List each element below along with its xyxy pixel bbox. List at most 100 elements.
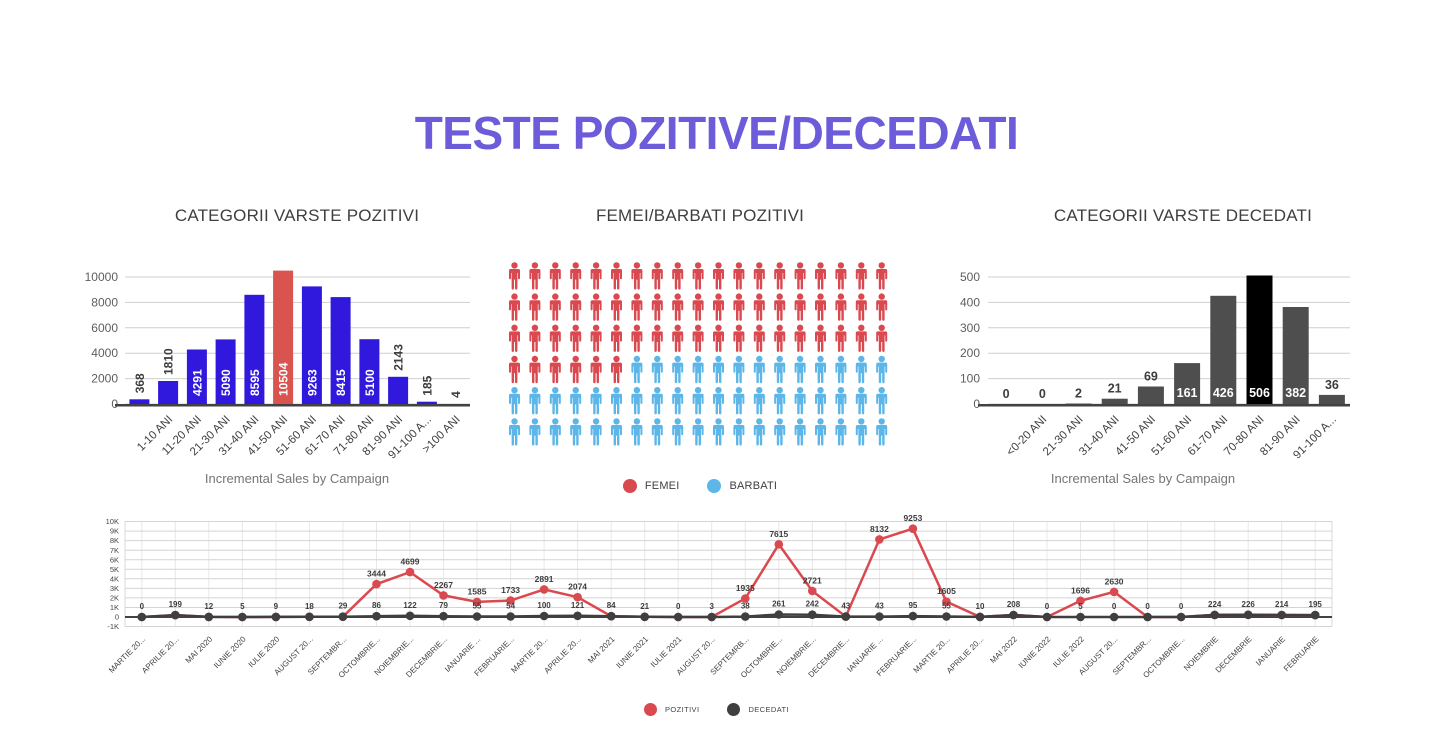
data-point-pozitivi[interactable] <box>539 585 549 594</box>
data-point-decedati[interactable] <box>1143 612 1152 622</box>
femei-person-icon[interactable] <box>733 262 745 290</box>
femei-person-icon[interactable] <box>855 324 867 352</box>
femei-person-icon[interactable] <box>509 293 520 321</box>
barbati-person-icon[interactable] <box>692 355 704 384</box>
femei-person-icon[interactable] <box>651 293 663 321</box>
bar[interactable] <box>1137 386 1164 405</box>
barbati-person-icon[interactable] <box>733 387 745 415</box>
femei-person-icon[interactable] <box>509 355 520 384</box>
femei-person-icon[interactable] <box>835 262 847 290</box>
femei-person-icon[interactable] <box>651 324 663 352</box>
femei-person-icon[interactable] <box>590 262 602 290</box>
femei-person-icon[interactable] <box>672 293 684 321</box>
femei-person-icon[interactable] <box>570 355 582 384</box>
data-point-decedati[interactable] <box>271 612 281 622</box>
femei-person-icon[interactable] <box>835 293 847 321</box>
barbati-person-icon[interactable] <box>815 387 826 415</box>
femei-person-icon[interactable] <box>713 262 724 290</box>
femei-person-icon[interactable] <box>590 324 602 352</box>
femei-person-icon[interactable] <box>672 262 684 290</box>
bar[interactable] <box>359 339 380 404</box>
data-point-decedati[interactable] <box>1210 610 1219 620</box>
femei-person-icon[interactable] <box>692 293 704 321</box>
femei-person-icon[interactable] <box>570 293 582 321</box>
data-point-decedati[interactable] <box>405 611 415 621</box>
barbati-person-icon[interactable] <box>835 387 847 415</box>
data-point-decedati[interactable] <box>841 612 851 621</box>
femei-person-icon[interactable] <box>794 324 806 352</box>
femei-person-icon[interactable] <box>549 355 561 384</box>
barbati-person-icon[interactable] <box>733 355 745 384</box>
femei-person-icon[interactable] <box>590 355 602 384</box>
bar[interactable] <box>1210 295 1237 404</box>
data-point-decedati[interactable] <box>640 612 649 622</box>
femei-person-icon[interactable] <box>651 262 663 290</box>
femei-person-icon[interactable] <box>631 293 643 321</box>
femei-person-icon[interactable] <box>529 293 541 321</box>
bar[interactable] <box>388 376 409 404</box>
data-point-decedati[interactable] <box>305 612 314 622</box>
data-point-pozitivi[interactable] <box>908 524 918 533</box>
data-point-decedati[interactable] <box>1243 610 1253 620</box>
data-point-pozitivi[interactable] <box>1109 587 1119 597</box>
data-point-decedati[interactable] <box>741 612 750 621</box>
barbati-person-icon[interactable] <box>651 418 663 446</box>
bar[interactable] <box>1318 394 1345 404</box>
data-point-decedati[interactable] <box>171 610 180 620</box>
barbati-person-icon[interactable] <box>774 418 786 446</box>
bar[interactable] <box>1282 307 1309 404</box>
femei-person-icon[interactable] <box>774 262 786 290</box>
barbati-person-icon[interactable] <box>855 418 867 446</box>
gender-pictogram-chart[interactable] <box>498 248 900 466</box>
femei-person-icon[interactable] <box>692 324 704 352</box>
femei-person-icon[interactable] <box>570 324 582 352</box>
data-point-pozitivi[interactable] <box>942 597 951 606</box>
bar[interactable] <box>1065 403 1092 405</box>
barbati-person-icon[interactable] <box>713 418 724 446</box>
femei-person-icon[interactable] <box>631 262 643 290</box>
bar[interactable] <box>330 297 351 404</box>
data-point-pozitivi[interactable] <box>405 567 415 577</box>
femei-person-icon[interactable] <box>611 262 622 290</box>
barbati-person-icon[interactable] <box>835 418 847 446</box>
data-point-decedati[interactable] <box>1176 612 1186 622</box>
barbati-person-icon[interactable] <box>509 387 520 415</box>
femei-person-icon[interactable] <box>570 262 582 290</box>
barbati-person-icon[interactable] <box>713 355 724 384</box>
barbati-person-icon[interactable] <box>529 387 541 415</box>
barbati-person-icon[interactable] <box>672 355 684 384</box>
femei-person-icon[interactable] <box>529 355 541 384</box>
femei-person-icon[interactable] <box>631 324 643 352</box>
data-point-decedati[interactable] <box>372 611 381 621</box>
data-point-pozitivi[interactable] <box>808 586 817 596</box>
data-point-decedati[interactable] <box>606 611 616 621</box>
data-point-pozitivi[interactable] <box>774 540 784 549</box>
femei-person-icon[interactable] <box>794 293 806 321</box>
barbati-person-icon[interactable] <box>611 387 622 415</box>
barbati-person-icon[interactable] <box>774 387 786 415</box>
bar[interactable] <box>1246 275 1273 405</box>
data-point-pozitivi[interactable] <box>439 591 448 600</box>
barbati-person-icon[interactable] <box>876 355 888 384</box>
barbati-person-icon[interactable] <box>794 418 806 446</box>
femei-person-icon[interactable] <box>733 293 745 321</box>
data-point-decedati[interactable] <box>774 610 784 619</box>
barbati-person-icon[interactable] <box>611 418 622 446</box>
data-point-decedati[interactable] <box>204 612 214 622</box>
data-point-decedati[interactable] <box>975 612 985 622</box>
barbati-person-icon[interactable] <box>733 418 745 446</box>
data-point-decedati[interactable] <box>539 611 549 621</box>
barbati-person-icon[interactable] <box>631 387 643 415</box>
barbati-person-icon[interactable] <box>692 387 704 415</box>
bar[interactable] <box>416 401 437 404</box>
femei-person-icon[interactable] <box>876 324 888 352</box>
data-point-decedati[interactable] <box>1009 610 1018 620</box>
bar[interactable] <box>129 399 150 404</box>
barbati-person-icon[interactable] <box>509 418 520 446</box>
data-point-decedati[interactable] <box>1109 612 1119 622</box>
barbati-person-icon[interactable] <box>774 355 786 384</box>
barbati-person-icon[interactable] <box>815 355 826 384</box>
data-point-decedati[interactable] <box>573 611 582 621</box>
